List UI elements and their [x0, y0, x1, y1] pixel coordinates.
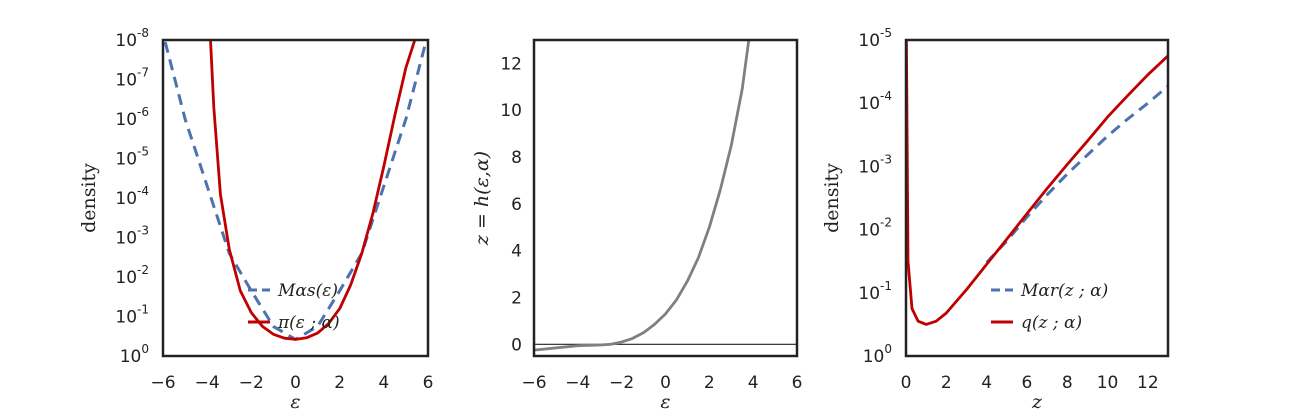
x-tick-label: 6 [1022, 373, 1033, 393]
series-line-1 [534, 40, 751, 352]
y-tick-base: 10 [115, 110, 137, 130]
x-tick-label: −6 [150, 373, 175, 393]
y-tick-label: 10-4 [858, 89, 892, 114]
y-tick-label: 10-4 [115, 184, 149, 209]
y-tick-label: 10-1 [115, 303, 149, 328]
chart-1: −6 −4 −2 0 2 4 610010-110-210-310-410-510-610-… [78, 26, 433, 409]
x-tick-label: 6 [792, 373, 803, 393]
y-tick-label: 10-2 [858, 216, 892, 241]
y-tick-exp: -3 [880, 152, 892, 166]
x-tick-label: −4 [195, 373, 220, 393]
y-tick-exp: 0 [884, 342, 892, 356]
series-line-2 [209, 40, 417, 341]
y-tick-label: 100 [120, 342, 149, 367]
x-tick-label: 0 [290, 373, 301, 393]
series-line-1 [985, 84, 1168, 264]
x-tick-label: −4 [565, 373, 590, 393]
y-tick-label: 10-7 [115, 66, 149, 91]
y-tick-label: 6 [511, 195, 522, 215]
y-tick-base: 10 [115, 308, 137, 328]
y-tick-base: 10 [115, 31, 137, 51]
y-tick-base: 10 [858, 157, 880, 177]
y-tick-exp: 0 [141, 342, 149, 356]
x-tick-label: 4 [748, 373, 759, 393]
y-tick-base: 10 [858, 221, 880, 241]
y-tick-label: 8 [511, 148, 522, 168]
y-tick-exp: -5 [880, 26, 892, 40]
y-tick-exp: -3 [137, 224, 149, 238]
y-tick-exp: -1 [880, 279, 892, 293]
plot-frame [532, 38, 799, 358]
y-tick-label: 10-5 [858, 26, 892, 51]
y-axis-label: density [821, 163, 843, 233]
y-tick-base: 10 [858, 94, 880, 114]
y-tick-base: 10 [863, 347, 885, 367]
series-line-2 [906, 40, 1168, 326]
legend-label: Mαr(z ; α) [1020, 281, 1108, 301]
y-axis-label: z = h(ε,α) [471, 151, 493, 246]
x-tick-label: 8 [1062, 373, 1073, 393]
x-tick-label: −2 [239, 373, 264, 393]
y-tick-exp: -5 [137, 145, 149, 159]
plot-frame [161, 38, 430, 358]
y-tick-exp: -6 [137, 105, 149, 119]
y-tick-base: 10 [115, 229, 137, 249]
y-tick-label: 10-8 [115, 26, 149, 51]
x-axis-label: ε [660, 391, 670, 409]
chart-3: 0 2 4 6 8 10 1210010-110-210-310-410-5zdensity… [821, 26, 1170, 409]
y-tick-label: 10-2 [115, 263, 149, 288]
y-tick-base: 10 [115, 150, 137, 170]
chart-2: −6 −4 −2 0 2 4 6 0 2 4 6 8 10 12 ε z = h(ε,α) [471, 38, 803, 409]
y-tick-label: 10-3 [858, 152, 892, 177]
x-tick-label: 2 [941, 373, 952, 393]
x-axis-label: z [1031, 391, 1043, 409]
x-tick-label: 2 [704, 373, 715, 393]
x-tick-label: 0 [660, 373, 671, 393]
x-tick-label: 12 [1137, 373, 1159, 393]
x-tick-label: 0 [901, 373, 912, 393]
y-tick-label: 10-6 [115, 105, 149, 130]
x-tick-label: 4 [981, 373, 992, 393]
y-axis-label: density [78, 163, 100, 233]
legend-label: q(z ; α) [1021, 313, 1082, 333]
y-tick-label: 10-5 [115, 145, 149, 170]
y-tick-label: 2 [511, 288, 522, 308]
x-tick-label: −6 [521, 373, 546, 393]
y-tick-exp: -7 [137, 66, 149, 80]
y-tick-label: 10-1 [858, 279, 892, 304]
y-tick-label: 100 [863, 342, 892, 367]
x-tick-label: 6 [423, 373, 434, 393]
y-tick-label: 4 [511, 242, 522, 262]
y-tick-exp: -2 [137, 263, 149, 277]
y-tick-base: 10 [120, 347, 142, 367]
x-tick-label: −2 [609, 373, 634, 393]
y-tick-label: 10 [500, 101, 522, 121]
y-tick-base: 10 [115, 189, 137, 209]
y-tick-base: 10 [858, 284, 880, 304]
x-tick-label: 2 [334, 373, 345, 393]
y-tick-exp: -2 [880, 216, 892, 230]
x-axis-label: ε [290, 391, 300, 409]
y-tick-exp: -1 [137, 303, 149, 317]
y-tick-base: 10 [115, 71, 137, 91]
legend-label: π(ε ; α) [277, 313, 340, 333]
y-tick-base: 10 [858, 31, 880, 51]
y-tick-label: 10-3 [115, 224, 149, 249]
x-tick-label: 10 [1097, 373, 1119, 393]
y-tick-exp: -4 [137, 184, 149, 198]
y-tick-label: 12 [500, 54, 522, 74]
y-tick-exp: -4 [880, 89, 892, 103]
x-tick-label: 4 [378, 373, 389, 393]
y-tick-label: 0 [511, 335, 522, 355]
y-tick-exp: -8 [137, 26, 149, 40]
plot-frame [904, 38, 1170, 358]
legend-label: Mαs(ε) [277, 281, 338, 301]
y-tick-base: 10 [115, 268, 137, 288]
